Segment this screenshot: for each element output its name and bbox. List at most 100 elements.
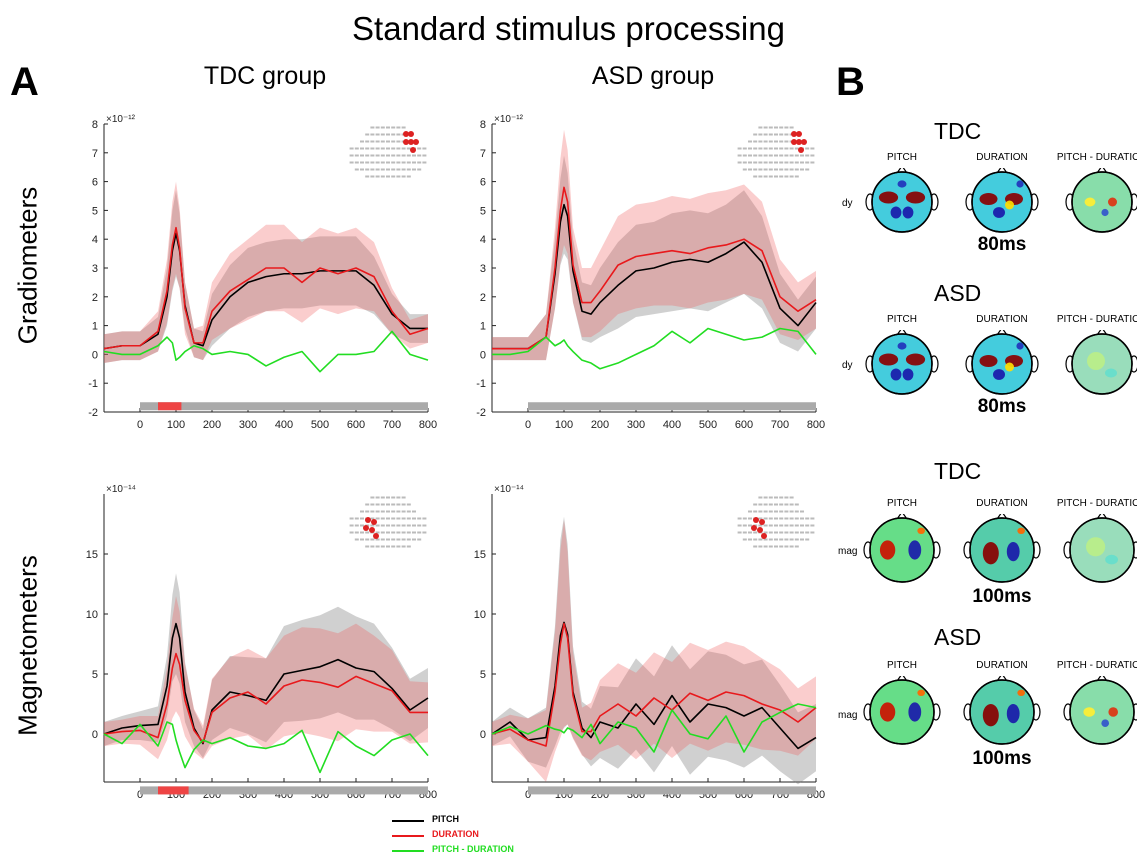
sensor-mark	[784, 524, 789, 527]
topomap-blob	[908, 540, 922, 560]
topomap-blob	[1006, 704, 1020, 724]
sensor-mark	[380, 524, 385, 527]
sensor-mark	[805, 154, 810, 157]
legend-label-pitch: PITCH	[432, 814, 459, 824]
sensor-mark	[742, 147, 747, 150]
topo-col-duration: DURATION	[976, 660, 1028, 671]
sensor-mark	[375, 126, 380, 129]
sensor-mark	[386, 175, 390, 178]
sensor-mark	[789, 161, 794, 164]
sensor-mark	[800, 161, 804, 164]
topomap-blob	[902, 206, 914, 219]
series-line	[492, 186, 817, 350]
series-line	[103, 226, 429, 350]
y-tick-label: -2	[88, 407, 98, 419]
sensor-mark	[354, 538, 359, 541]
sensor-mark	[753, 175, 758, 178]
sensor-mark	[774, 545, 778, 548]
legend-swatch-pitch	[392, 820, 424, 822]
sensor-mark	[805, 147, 810, 150]
sensor-mark	[794, 510, 799, 513]
topomap-blob	[1005, 362, 1014, 372]
sensor-mark	[758, 168, 763, 171]
legend: PITCH DURATION PITCH - DURATION	[392, 814, 592, 862]
sensor-mark	[391, 140, 396, 143]
sensor-mark	[789, 168, 794, 171]
sensor-mark	[753, 133, 758, 136]
topo-latency: 80ms	[977, 234, 1027, 255]
topomap-outline	[969, 517, 1035, 583]
sensor-mark	[774, 531, 778, 534]
x-tick-label: 300	[239, 419, 257, 431]
series-line	[103, 652, 428, 744]
sensor-mark	[380, 531, 385, 534]
sensor-mark	[360, 168, 364, 171]
sensor-mark	[412, 168, 416, 171]
sensor-mark	[774, 133, 778, 136]
sensor-mark	[370, 133, 375, 136]
selected-sensor	[751, 525, 757, 531]
sensor-mark	[401, 161, 406, 164]
topomap-blob	[1083, 707, 1095, 717]
topomap-blob	[1087, 352, 1105, 370]
topo-channel-label: dy	[842, 360, 853, 371]
x-tick-label: 800	[419, 419, 437, 431]
sensor-mark	[412, 154, 416, 157]
sensor-mark	[774, 147, 778, 150]
sensor-mark	[789, 496, 794, 499]
sensor-mark	[375, 517, 380, 520]
sensor-mark	[800, 524, 804, 527]
sensor-mark	[763, 496, 768, 499]
topomap-row	[863, 514, 1137, 583]
sensor-mark	[753, 538, 758, 541]
sensor-mark	[784, 517, 789, 520]
selected-sensor	[363, 525, 369, 531]
sensor-mark	[784, 168, 789, 171]
chart-grad-tdc: -2 -1 0 1 2 3 4 5 6 7 8 0 100 200 300 400 500 600 700 800 ×1…	[88, 114, 437, 431]
sensor-mark	[375, 168, 380, 171]
sensor-mark	[768, 545, 773, 548]
sensor-mark	[774, 496, 778, 499]
y-tick-label: 6	[92, 177, 98, 189]
sensor-mark	[748, 538, 752, 541]
topomap-outline	[871, 333, 933, 395]
y-tick-label: 5	[92, 205, 98, 217]
sensor-mark	[365, 161, 370, 164]
x-tick-label: 700	[383, 419, 401, 431]
sensor-mark	[386, 496, 390, 499]
topomap-blob	[982, 542, 999, 565]
topomap-blob	[879, 702, 896, 722]
topomap-blob	[890, 368, 902, 381]
y-tick-label: 6	[480, 177, 486, 189]
sensor-mark	[386, 140, 390, 143]
sensor-mark	[758, 510, 763, 513]
sensor-mark	[784, 545, 789, 548]
sensor-mark	[774, 517, 778, 520]
sensor-mark	[768, 531, 773, 534]
topo-channel-label: mag	[838, 546, 858, 557]
topomap-blob	[1016, 180, 1024, 188]
sensor-mark	[396, 538, 401, 541]
topomap-row	[865, 168, 1137, 233]
panel-a-label: A	[10, 60, 39, 104]
sensor-mark	[779, 510, 784, 513]
sensor-mark	[768, 168, 773, 171]
series-line	[103, 622, 429, 745]
sensor-mark	[386, 524, 390, 527]
sensor-mark	[763, 175, 768, 178]
sensor-mark	[779, 175, 784, 178]
sensor-mark	[391, 126, 396, 129]
sensor-mark	[748, 524, 752, 527]
sensor-mark	[406, 517, 411, 520]
y-tick-label: 5	[92, 669, 98, 681]
sensor-mark	[391, 147, 396, 150]
series-line	[103, 232, 428, 350]
sensor-mark	[763, 531, 768, 534]
sensor-mark	[391, 538, 396, 541]
topomap-row	[865, 330, 1137, 395]
sensor-mark	[763, 545, 768, 548]
sensor-mark	[386, 545, 390, 548]
sensor-mark	[774, 175, 778, 178]
topomap-outline	[971, 171, 1033, 233]
